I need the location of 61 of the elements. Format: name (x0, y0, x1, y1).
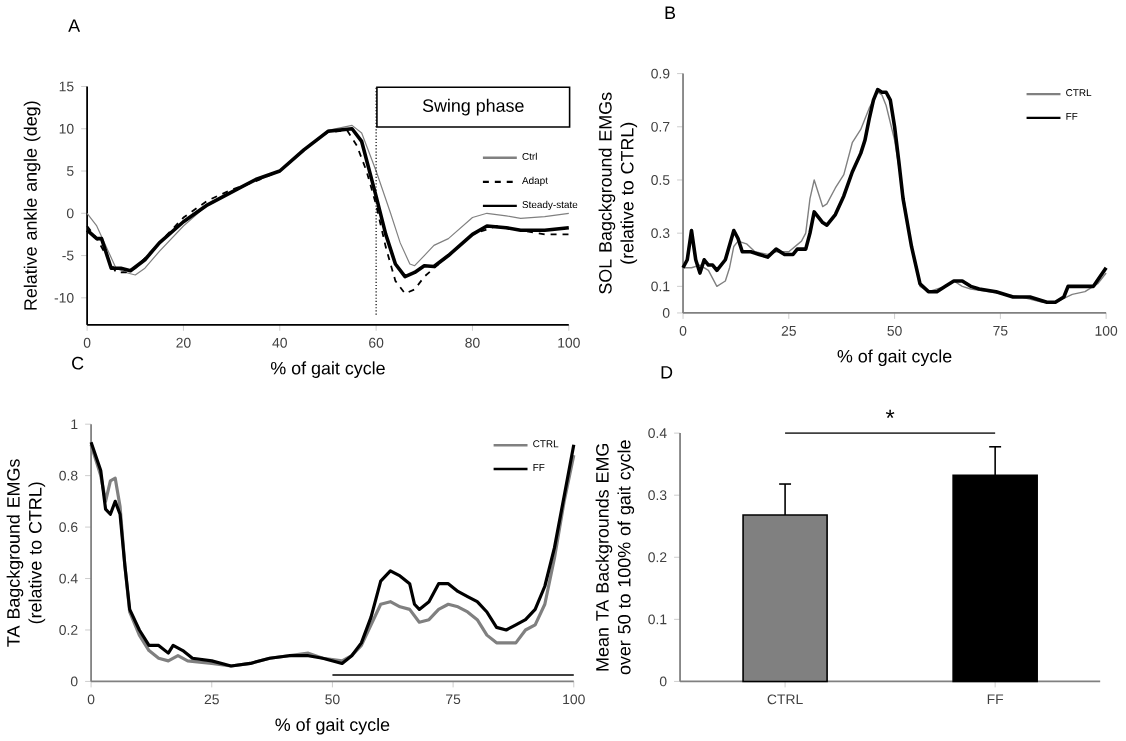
x-tick-label: 60 (369, 337, 384, 348)
x-axis-title: % of gait cycle (270, 361, 385, 378)
x-tick-label: 50 (325, 694, 340, 705)
legend-label: Adapt (522, 176, 548, 186)
y-tick-label: 0.2 (59, 625, 78, 635)
y-tick-label: 0.3 (651, 228, 670, 238)
x-tick-label: 0 (83, 337, 91, 348)
chart-title: C (72, 356, 84, 370)
x-axis-title: % of gait cycle (837, 349, 952, 366)
y-tick-label: 0.5 (651, 174, 670, 185)
y-tick-label: -5 (62, 250, 74, 261)
legend-label: FF (533, 464, 545, 471)
y-tick-label: 10 (59, 123, 74, 134)
text: * (885, 409, 895, 418)
y-tick-label: 0 (662, 307, 670, 318)
y-tick-label: 0.1 (651, 281, 670, 292)
x-tick-label: 0 (87, 694, 95, 705)
y-axis-title: Mean TA Backgrounds EMG over 50 to 100% of gait cycle (595, 440, 635, 675)
x-tick-label: 75 (993, 325, 1008, 336)
x-tick-label: 25 (204, 694, 219, 705)
chart-title: B (665, 6, 676, 19)
legend-label: CTRL (1066, 89, 1092, 97)
y-tick-label: 0.4 (648, 428, 667, 438)
x-tick-label: CTRL (767, 694, 803, 705)
x-tick-label: 0 (679, 325, 687, 336)
y-tick-label: 0 (70, 676, 78, 687)
y-axis-title: TA Bagckground EMGs (relative to CTRL) (6, 459, 46, 647)
y-tick-label: 0.6 (59, 522, 78, 532)
x-tick-label: 25 (781, 325, 796, 336)
y-tick-label: -10 (54, 292, 74, 303)
legend-label: FF (1066, 112, 1078, 120)
y-axis-title: Relative ankle angle (deg) (23, 101, 41, 310)
chart-title: A (68, 19, 81, 32)
legend-label: Ctrl (522, 152, 537, 160)
y-tick-label: 0 (66, 208, 74, 219)
x-tick-label: 75 (446, 694, 461, 705)
y-tick-label: 0.3 (648, 490, 667, 501)
x-tick-label: 100 (558, 337, 580, 348)
y-tick-label: 0.2 (648, 552, 667, 563)
x-tick-label: 100 (1095, 325, 1118, 336)
y-tick-label: 1 (71, 419, 78, 429)
y-tick-label: 0.1 (648, 614, 667, 625)
legend-label: Steady-state (522, 200, 578, 211)
y-tick-label: 0 (659, 676, 667, 687)
x-tick-label: 40 (272, 337, 287, 348)
y-tick-label: 0.8 (59, 470, 78, 481)
x-axis-title: % of gait cycle (275, 717, 390, 735)
x-tick-label: 80 (465, 337, 480, 348)
x-tick-label: 20 (176, 337, 191, 348)
x-tick-label: 50 (887, 325, 902, 336)
y-tick-label: 15 (59, 81, 74, 92)
y-tick-label: 0.9 (651, 68, 670, 79)
x-tick-label: 100 (563, 694, 585, 705)
y-tick-label: 0.4 (59, 573, 78, 584)
y-tick-label: 0.7 (651, 121, 670, 132)
x-tick-label: FF (987, 694, 1004, 704)
y-axis-title: SOL Bagckground EMGs (relative to CTRL) (598, 92, 638, 294)
y-tick-label: 5 (66, 166, 74, 176)
chart-title: D (661, 366, 673, 379)
annotation: Swing phase (422, 98, 524, 116)
legend-label: CTRL (533, 440, 559, 448)
